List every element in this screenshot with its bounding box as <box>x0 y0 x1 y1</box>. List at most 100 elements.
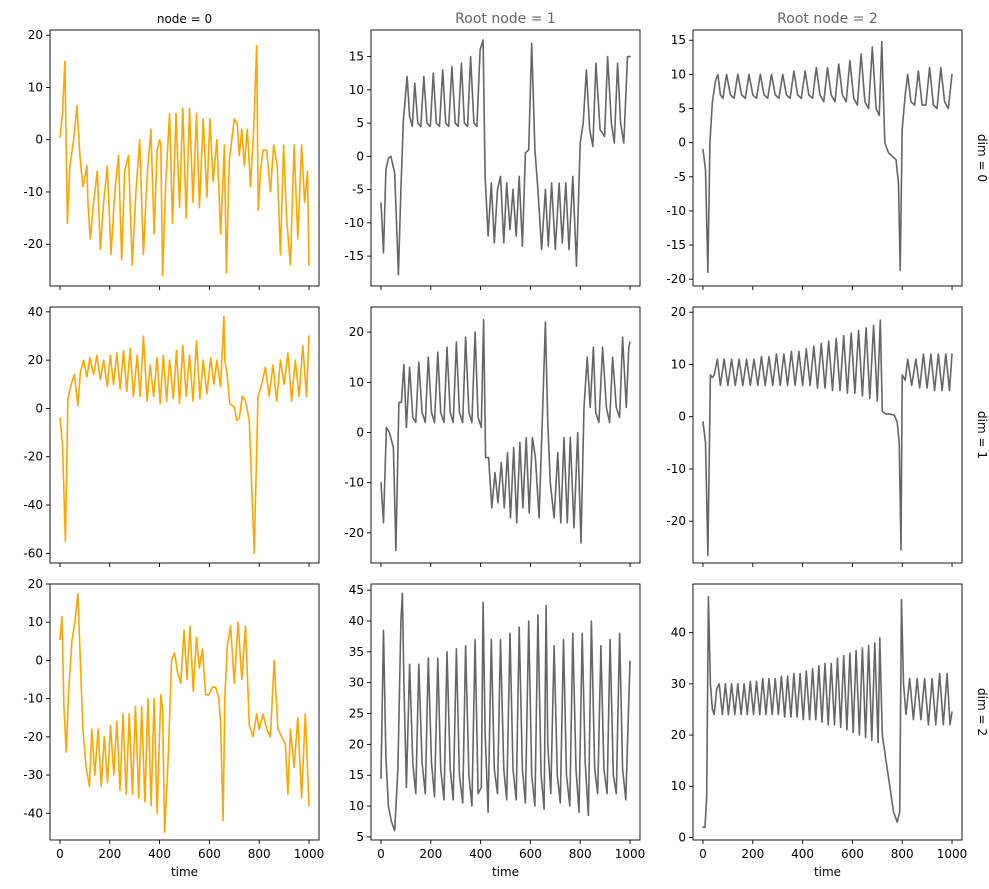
series-line <box>59 315 310 555</box>
x-tick-label: 600 <box>198 847 221 861</box>
y-tick-label: 5 <box>678 102 686 116</box>
x-tick-label: 1000 <box>615 847 646 861</box>
y-tick-label: -20 <box>666 514 686 528</box>
y-tick-label: -10 <box>23 185 43 199</box>
y-tick-label: 20 <box>28 28 43 42</box>
y-tick-label: -20 <box>344 526 364 540</box>
y-tick-label: -40 <box>23 498 43 512</box>
y-tick-label: -10 <box>666 462 686 476</box>
series-line <box>59 44 310 277</box>
row-facet-label: dim = 1 <box>975 411 989 459</box>
x-tick-label: 1000 <box>294 847 325 861</box>
y-tick-label: 30 <box>671 677 686 691</box>
y-tick-label: 20 <box>671 728 686 742</box>
y-tick-label: -10 <box>344 216 364 230</box>
subplot-title: Root node = 1 <box>455 11 556 27</box>
y-tick-label: 10 <box>671 357 686 371</box>
y-tick-label: 25 <box>349 707 364 721</box>
series-line <box>380 318 631 552</box>
y-tick-label: 10 <box>28 80 43 94</box>
y-tick-label: -10 <box>666 204 686 218</box>
subplot-r2-c1: 5 10 15 20 25 30 35 40 45 0 200 400 600 800 1000 time <box>349 583 646 879</box>
y-tick-label: 10 <box>349 375 364 389</box>
y-tick-label: 0 <box>356 425 364 439</box>
series-line <box>702 319 953 556</box>
axes-frame <box>370 29 641 287</box>
y-tick-label: 10 <box>671 67 686 81</box>
y-tick-label: -20 <box>666 272 686 286</box>
y-tick-label: 20 <box>671 305 686 319</box>
y-tick-label: 40 <box>349 614 364 628</box>
y-tick-label: -60 <box>23 546 43 560</box>
series-line <box>59 592 310 834</box>
y-tick-label: -10 <box>23 692 43 706</box>
y-tick-label: 0 <box>678 830 686 844</box>
y-tick-label: 0 <box>356 149 364 163</box>
y-tick-label: 10 <box>671 779 686 793</box>
y-tick-label: -30 <box>23 768 43 782</box>
row-facet-label: dim = 0 <box>975 134 989 182</box>
y-tick-label: 35 <box>349 645 364 659</box>
y-tick-label: 20 <box>28 353 43 367</box>
y-tick-label: 40 <box>28 305 43 319</box>
axes-frame <box>692 29 963 287</box>
series-line <box>702 40 953 274</box>
axes-frame <box>370 306 641 564</box>
x-tick-label: 800 <box>248 847 271 861</box>
y-tick-label: 0 <box>35 653 43 667</box>
y-tick-label: 0 <box>35 401 43 415</box>
x-axis-label: time <box>492 865 519 879</box>
x-tick-label: 200 <box>741 847 764 861</box>
axes-frame <box>692 306 963 564</box>
y-tick-label: 20 <box>349 325 364 339</box>
axes-frame <box>692 583 963 841</box>
x-tick-label: 200 <box>419 847 442 861</box>
subplot-r1-c1: -20 -10 0 10 20 <box>344 306 641 567</box>
y-tick-label: -10 <box>344 476 364 490</box>
y-tick-label: -15 <box>344 249 364 263</box>
x-tick-label: 400 <box>148 847 171 861</box>
y-tick-label: 5 <box>356 830 364 844</box>
y-tick-label: 15 <box>671 33 686 47</box>
y-tick-label: 15 <box>349 50 364 64</box>
y-tick-label: 10 <box>349 83 364 97</box>
y-tick-label: -40 <box>23 806 43 820</box>
x-tick-label: 0 <box>699 847 707 861</box>
x-tick-label: 200 <box>98 847 121 861</box>
series-line <box>702 596 953 828</box>
subplot-title: Root node = 2 <box>777 11 878 27</box>
y-tick-label: -20 <box>23 730 43 744</box>
subplot-r0-c1: -15 -10 -5 0 5 10 15 Root node = 1 <box>344 11 641 290</box>
subplot-title: node = 0 <box>157 12 212 26</box>
x-tick-label: 0 <box>377 847 385 861</box>
y-tick-label: 5 <box>356 116 364 130</box>
y-tick-label: 30 <box>349 676 364 690</box>
x-tick-label: 600 <box>841 847 864 861</box>
x-tick-label: 400 <box>469 847 492 861</box>
y-tick-label: 15 <box>349 768 364 782</box>
y-tick-label: -20 <box>23 450 43 464</box>
y-tick-label: 20 <box>28 577 43 591</box>
y-tick-label: -5 <box>674 170 686 184</box>
subplot-r0-c0: -20 -10 0 10 20 node = 0 <box>23 12 320 290</box>
y-tick-label: 0 <box>35 133 43 147</box>
row-facet-label: dim = 2 <box>975 688 989 736</box>
series-line <box>380 39 631 276</box>
y-tick-label: -15 <box>666 238 686 252</box>
x-tick-label: 600 <box>519 847 542 861</box>
series-line <box>380 592 631 832</box>
y-tick-label: -20 <box>23 237 43 251</box>
axes-frame <box>49 29 320 287</box>
x-tick-label: 0 <box>56 847 64 861</box>
x-tick-label: 1000 <box>937 847 968 861</box>
x-tick-label: 800 <box>569 847 592 861</box>
x-axis-label: time <box>171 865 198 879</box>
subplot-r1-c0: -60 -40 -20 0 20 40 <box>23 305 320 567</box>
y-tick-label: -5 <box>352 183 364 197</box>
y-tick-label: 0 <box>678 136 686 150</box>
y-tick-label: 20 <box>349 737 364 751</box>
x-axis-label: time <box>814 865 841 879</box>
